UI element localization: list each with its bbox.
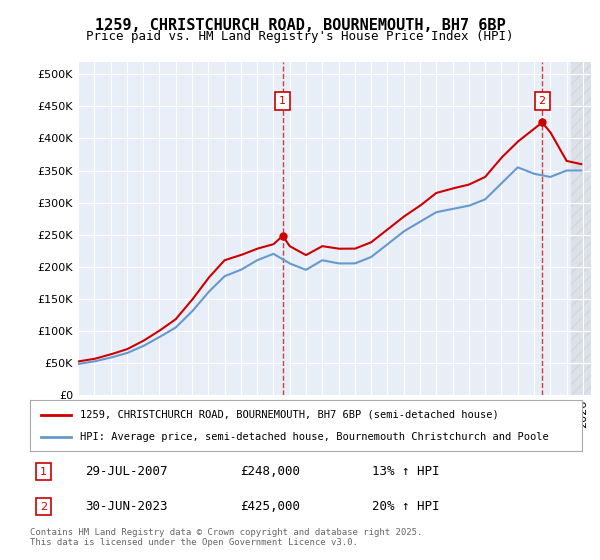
- Text: 1: 1: [40, 466, 47, 477]
- Text: HPI: Average price, semi-detached house, Bournemouth Christchurch and Poole: HPI: Average price, semi-detached house,…: [80, 432, 548, 442]
- Text: Contains HM Land Registry data © Crown copyright and database right 2025.
This d: Contains HM Land Registry data © Crown c…: [30, 528, 422, 547]
- Bar: [571, 62, 591, 395]
- Text: 13% ↑ HPI: 13% ↑ HPI: [372, 465, 440, 478]
- Text: Price paid vs. HM Land Registry's House Price Index (HPI): Price paid vs. HM Land Registry's House …: [86, 30, 514, 43]
- Text: 2: 2: [40, 502, 47, 511]
- Text: 1259, CHRISTCHURCH ROAD, BOURNEMOUTH, BH7 6BP: 1259, CHRISTCHURCH ROAD, BOURNEMOUTH, BH…: [95, 18, 505, 33]
- Text: £425,000: £425,000: [240, 500, 300, 513]
- Text: 1259, CHRISTCHURCH ROAD, BOURNEMOUTH, BH7 6BP (semi-detached house): 1259, CHRISTCHURCH ROAD, BOURNEMOUTH, BH…: [80, 409, 499, 419]
- Text: 20% ↑ HPI: 20% ↑ HPI: [372, 500, 440, 513]
- Text: 30-JUN-2023: 30-JUN-2023: [85, 500, 168, 513]
- Text: 1: 1: [279, 96, 286, 106]
- Text: 29-JUL-2007: 29-JUL-2007: [85, 465, 168, 478]
- Text: 2: 2: [539, 96, 546, 106]
- Text: £248,000: £248,000: [240, 465, 300, 478]
